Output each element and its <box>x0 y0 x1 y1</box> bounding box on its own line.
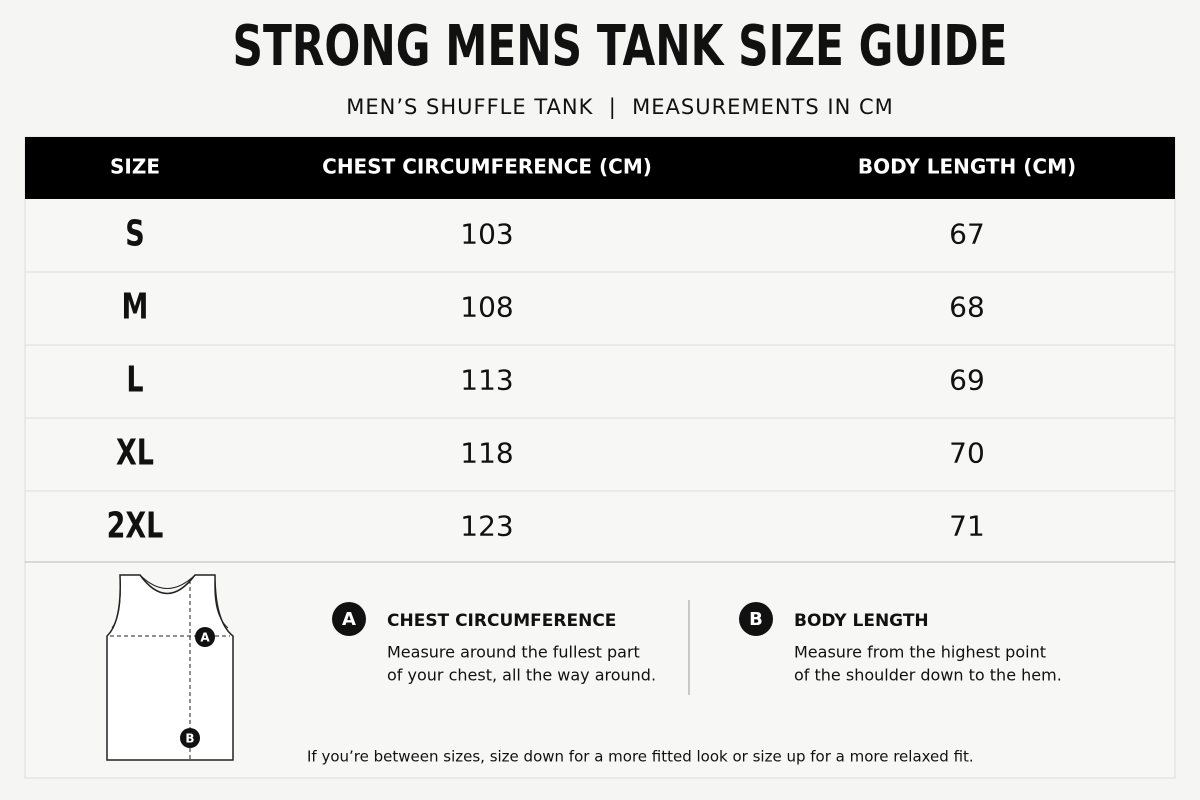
size-label: L <box>126 358 143 401</box>
table: SIZE CHEST CIRCUMFERENCE (CM) BODY LENGTH … <box>25 155 1175 563</box>
measurement: 69 <box>949 364 985 397</box>
measurement: 118 <box>460 437 513 470</box>
tank-marker: A <box>200 631 210 645</box>
column-header: SIZE <box>110 155 160 179</box>
marker-letter: B <box>749 609 763 630</box>
measurement: 123 <box>460 510 513 543</box>
marker-circle <box>332 602 366 636</box>
measurement: 68 <box>949 291 985 324</box>
guide-text: of your chest, all the way around. <box>387 666 656 685</box>
guide-text: of the shoulder down to the hem. <box>794 666 1062 685</box>
column-header: CHEST CIRCUMFERENCE (CM) <box>322 155 652 179</box>
marker-letter: A <box>342 609 356 630</box>
subtitle: MEN’S SHUFFLE TANK | MEASUREMENTS IN CM <box>346 95 894 120</box>
size-label: XL <box>116 431 154 474</box>
measurement: 70 <box>949 437 985 470</box>
size-label: M <box>122 285 149 328</box>
measurement: 113 <box>460 364 513 397</box>
marker-circle <box>739 602 773 636</box>
measurement: 71 <box>949 510 985 543</box>
size-label: S <box>125 212 144 255</box>
guide-text: Measure from the highest point <box>794 643 1046 662</box>
tank-marker: B <box>185 732 194 746</box>
guide-title: BODY LENGTH <box>794 611 929 631</box>
title: STRONG MENS TANK SIZE GUIDE <box>233 14 1008 79</box>
measurement: 67 <box>949 218 985 251</box>
guide-text: Measure around the fullest part <box>387 643 640 662</box>
guide: A CHEST CIRCUMFERENCE Measure around the f… <box>332 602 1062 685</box>
measurement: 103 <box>460 218 513 251</box>
table-header <box>25 137 1175 199</box>
size-label: 2XL <box>107 504 164 547</box>
column-header: BODY LENGTH (CM) <box>858 155 1076 179</box>
guide-title: CHEST CIRCUMFERENCE <box>387 611 616 631</box>
measurement: 108 <box>460 291 513 324</box>
tank-illustration <box>106 574 234 761</box>
note: If you’re between sizes, size down for a… <box>307 748 974 766</box>
